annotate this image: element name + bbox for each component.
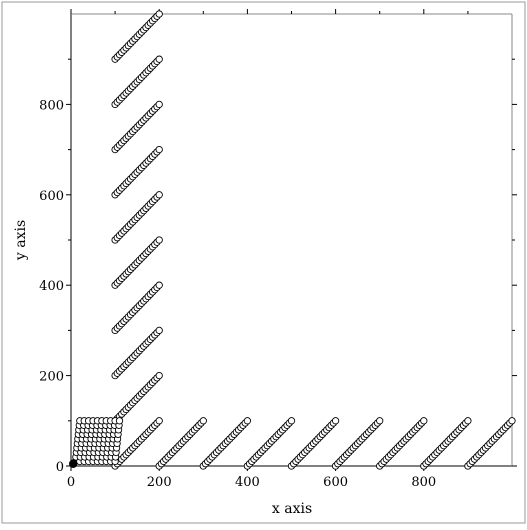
y-axis-label: y axis bbox=[13, 220, 29, 261]
y-tick-label: 400 bbox=[39, 279, 64, 294]
diagonal-point bbox=[155, 417, 163, 425]
x-tick-label: 0 bbox=[67, 475, 75, 490]
diagonal-point bbox=[155, 100, 163, 109]
diagonal-point bbox=[155, 326, 163, 335]
y-tick-label: 200 bbox=[39, 370, 64, 385]
diagonal-point bbox=[155, 281, 163, 289]
y-tick-label: 800 bbox=[39, 98, 64, 113]
axis-ticks: 0 200 400 600 800 0 200 400 600 800 bbox=[39, 9, 517, 490]
diagonal-point bbox=[243, 417, 252, 425]
diagonal-point bbox=[155, 10, 163, 18]
diagonal-point bbox=[287, 417, 296, 425]
diagonal-point bbox=[376, 417, 384, 425]
x-tick-label: 600 bbox=[323, 475, 348, 490]
origin-point bbox=[69, 459, 78, 468]
diagonal-point bbox=[464, 417, 472, 425]
y-tick-label: 600 bbox=[39, 189, 64, 204]
diagonal-point bbox=[331, 417, 340, 425]
diagonal-point bbox=[155, 371, 163, 380]
x-axis-label: x axis bbox=[272, 501, 312, 517]
diagonal-point bbox=[199, 417, 207, 425]
diagonal-point bbox=[508, 417, 516, 425]
x-tick-label: 400 bbox=[235, 475, 260, 490]
diagonal-point bbox=[155, 55, 163, 63]
diagonal-point bbox=[155, 236, 163, 244]
x-tick-label: 200 bbox=[147, 475, 172, 490]
x-tick-label: 800 bbox=[411, 475, 436, 490]
diagonal-point bbox=[155, 145, 163, 154]
y-tick-label: 0 bbox=[56, 460, 64, 475]
cluster-point bbox=[115, 417, 124, 425]
diagonal-point bbox=[420, 417, 428, 425]
diagonal-point bbox=[155, 191, 163, 199]
data-points bbox=[69, 10, 516, 470]
